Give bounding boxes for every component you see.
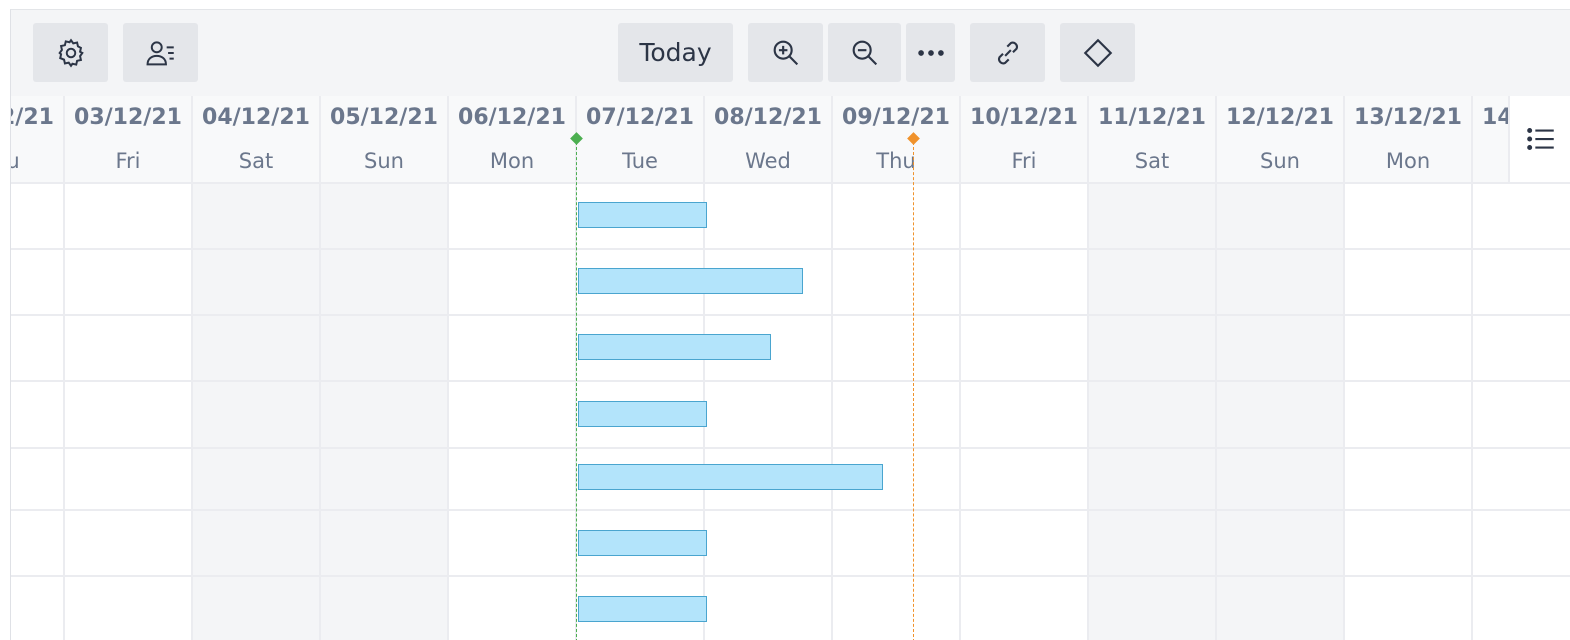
row-divider <box>11 380 1570 382</box>
day-column: 06/12/21 Mon <box>449 96 577 640</box>
day-column: 05/12/21 Sun <box>321 96 449 640</box>
day-column: 10/12/21 Fri <box>961 96 1089 640</box>
row-divider <box>11 447 1570 449</box>
date-header: 10/12/21 <box>961 96 1087 141</box>
date-header: 03/12/21 <box>65 96 191 141</box>
day-column: 09/12/21 Thu <box>833 96 961 640</box>
date-header: 12/12/21 <box>1217 96 1343 141</box>
task-bar <box>578 268 803 294</box>
list-toggle[interactable] <box>1508 96 1570 184</box>
date-header: 09/12/21 <box>833 96 959 141</box>
row-divider <box>11 575 1570 577</box>
day-header: Thu <box>11 139 63 184</box>
day-header: Wed <box>705 139 831 184</box>
task-bar <box>578 401 707 427</box>
link-button[interactable] <box>970 23 1045 82</box>
task-bar <box>578 202 707 228</box>
task-bar <box>578 334 771 360</box>
toolbar: Today <box>10 9 1570 97</box>
deadline-line <box>913 137 914 640</box>
zoom-in-button[interactable] <box>748 23 823 82</box>
row-divider <box>11 509 1570 511</box>
date-header: 13/12/21 <box>1345 96 1471 141</box>
day-column: 04/12/21 Sat <box>193 96 321 640</box>
date-header: 02/12/21 <box>11 96 63 141</box>
date-header: 07/12/21 <box>577 96 703 141</box>
row-divider <box>11 314 1570 316</box>
day-column: 13/12/21 Mon <box>1345 96 1473 640</box>
day-header: Fri <box>65 139 191 184</box>
task-bar <box>578 596 707 622</box>
date-header: 04/12/21 <box>193 96 319 141</box>
task-bar <box>578 530 707 556</box>
day-column: 08/12/21 Wed <box>705 96 833 640</box>
day-column: 12/12/21 Sun <box>1217 96 1345 640</box>
day-column: 03/12/21 Fri <box>65 96 193 640</box>
milestone-button[interactable] <box>1060 23 1135 82</box>
date-header: 05/12/21 <box>321 96 447 141</box>
assignee-button[interactable] <box>123 23 198 82</box>
more-button[interactable] <box>906 23 955 82</box>
date-header: 11/12/21 <box>1089 96 1215 141</box>
day-header: Thu <box>833 139 959 184</box>
day-header: Sun <box>321 139 447 184</box>
zoom-out-button[interactable] <box>828 23 901 82</box>
day-header: Mon <box>1345 139 1471 184</box>
day-header: Sat <box>1089 139 1215 184</box>
day-header: Mon <box>449 139 575 184</box>
day-header: Tue <box>577 139 703 184</box>
task-bar <box>578 464 883 490</box>
row-divider <box>11 248 1570 250</box>
today-button[interactable]: Today <box>618 23 733 82</box>
day-header: Sun <box>1217 139 1343 184</box>
settings-button[interactable] <box>33 23 108 82</box>
date-header: 06/12/21 <box>449 96 575 141</box>
day-column: 07/12/21 Tue <box>577 96 705 640</box>
date-header: 08/12/21 <box>705 96 831 141</box>
day-header: Fri <box>961 139 1087 184</box>
day-column: 11/12/21 Sat <box>1089 96 1217 640</box>
day-header: Sat <box>193 139 319 184</box>
timeline-grid: 02/12/21Thu03/12/21Fri04/12/21Sat05/12/2… <box>10 96 1570 640</box>
today-line <box>576 137 577 640</box>
